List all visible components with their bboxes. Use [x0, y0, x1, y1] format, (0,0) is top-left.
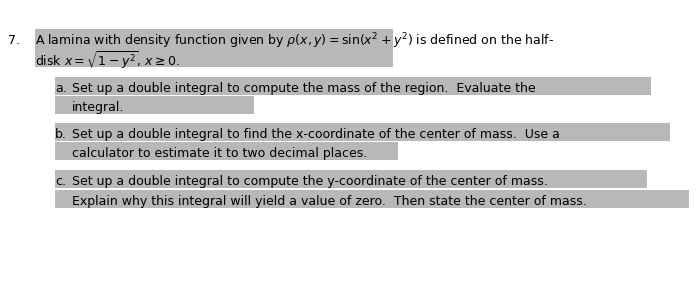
Text: disk $x = \sqrt{1 - y^2}$, $x \geq 0.$: disk $x = \sqrt{1 - y^2}$, $x \geq 0.$ — [35, 50, 180, 72]
Text: calculator to estimate it to two decimal places.: calculator to estimate it to two decimal… — [72, 147, 367, 160]
FancyBboxPatch shape — [55, 123, 670, 141]
FancyBboxPatch shape — [55, 170, 647, 188]
Text: 7.: 7. — [8, 34, 20, 47]
FancyBboxPatch shape — [55, 96, 254, 114]
FancyBboxPatch shape — [55, 190, 689, 208]
FancyBboxPatch shape — [35, 29, 393, 67]
Text: Set up a double integral to compute the y-coordinate of the center of mass.: Set up a double integral to compute the … — [72, 175, 548, 188]
Text: Set up a double integral to compute the mass of the region.  Evaluate the: Set up a double integral to compute the … — [72, 82, 536, 95]
FancyBboxPatch shape — [55, 142, 398, 160]
Text: a.: a. — [55, 82, 67, 95]
Text: A lamina with density function given by $\rho(x, y) = \sin(x^2 + y^2)$ is define: A lamina with density function given by … — [35, 31, 554, 51]
Text: c.: c. — [55, 175, 66, 188]
Text: Set up a double integral to find the x-coordinate of the center of mass.  Use a: Set up a double integral to find the x-c… — [72, 128, 560, 141]
Text: b.: b. — [55, 128, 67, 141]
FancyBboxPatch shape — [55, 77, 651, 95]
Text: integral.: integral. — [72, 101, 125, 114]
Text: Explain why this integral will yield a value of zero.  Then state the center of : Explain why this integral will yield a v… — [72, 195, 587, 208]
